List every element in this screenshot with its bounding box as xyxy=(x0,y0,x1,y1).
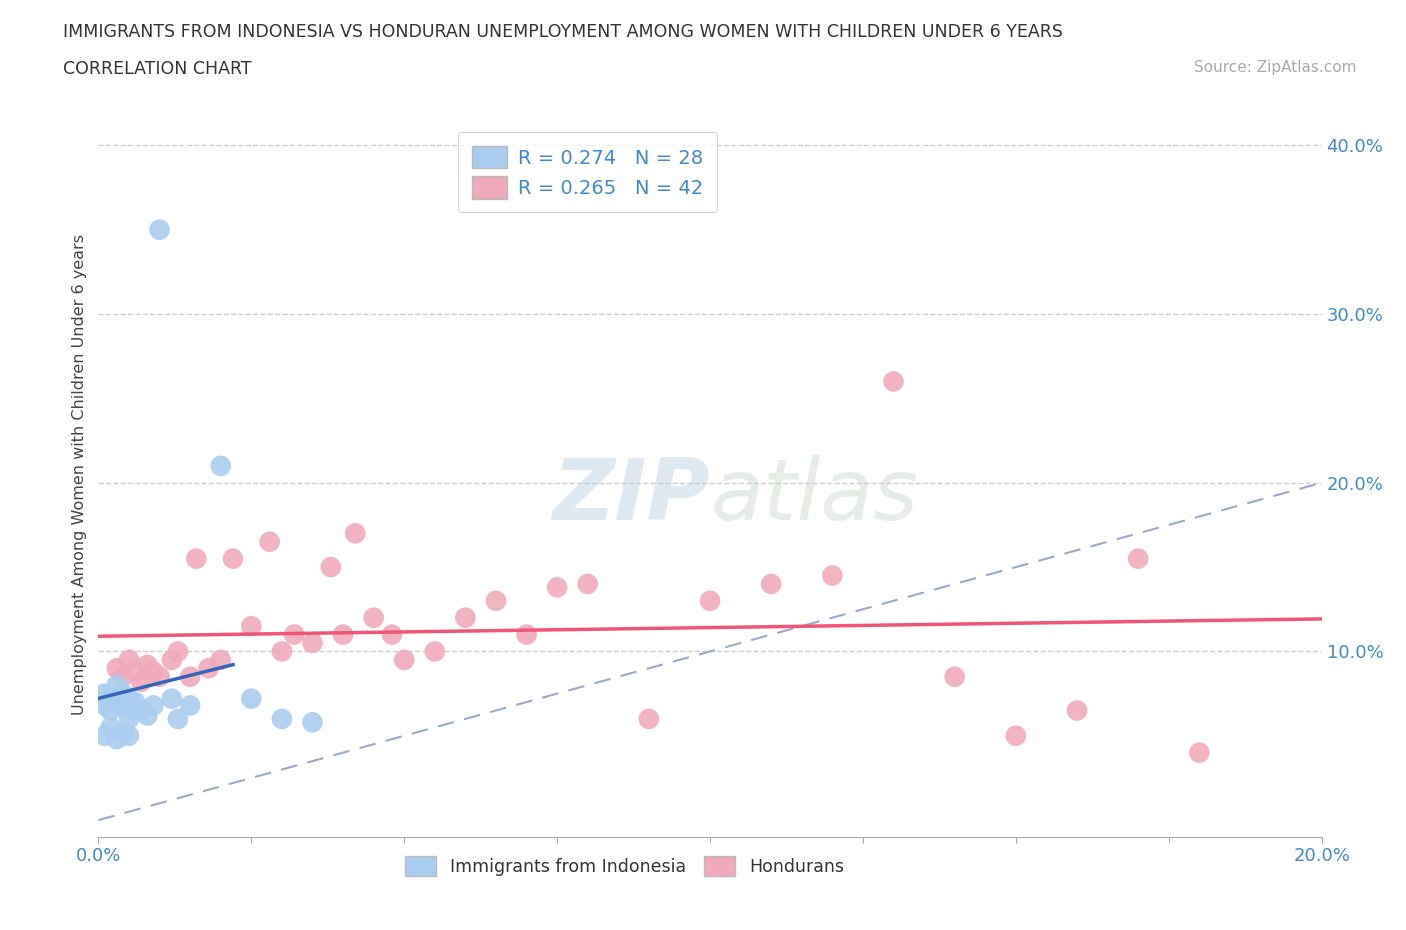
Point xyxy=(392,653,416,668)
Point xyxy=(136,708,159,723)
Point xyxy=(118,728,141,743)
Point xyxy=(1188,745,1211,760)
Point xyxy=(1004,728,1026,743)
Point xyxy=(546,580,568,595)
Point xyxy=(699,593,721,608)
Point xyxy=(516,627,538,642)
Point xyxy=(142,698,165,713)
Text: ZIP: ZIP xyxy=(553,455,710,538)
Point xyxy=(363,610,385,625)
Point xyxy=(111,686,134,701)
Point xyxy=(118,653,141,668)
Point xyxy=(240,691,263,706)
Point xyxy=(209,653,232,668)
Point xyxy=(129,703,152,718)
Point xyxy=(270,644,292,658)
Point xyxy=(100,691,122,706)
Point xyxy=(124,703,146,718)
Point xyxy=(136,658,159,672)
Point xyxy=(160,691,183,706)
Y-axis label: Unemployment Among Women with Children Under 6 years: Unemployment Among Women with Children U… xyxy=(72,233,87,715)
Point xyxy=(381,627,404,642)
Point xyxy=(167,644,190,658)
Point xyxy=(301,715,323,730)
Point xyxy=(111,670,134,684)
Point xyxy=(209,458,232,473)
Point xyxy=(142,664,165,679)
Point xyxy=(1128,551,1150,566)
Point xyxy=(270,711,292,726)
Text: CORRELATION CHART: CORRELATION CHART xyxy=(63,60,252,78)
Point xyxy=(1066,703,1088,718)
Point xyxy=(105,661,128,676)
Point xyxy=(111,725,134,740)
Point xyxy=(283,627,305,642)
Point xyxy=(93,698,115,713)
Point xyxy=(111,698,134,713)
Point xyxy=(124,695,146,710)
Point xyxy=(637,711,661,726)
Point xyxy=(576,577,599,591)
Point xyxy=(105,732,128,747)
Legend: Immigrants from Indonesia, Hondurans: Immigrants from Indonesia, Hondurans xyxy=(398,849,851,883)
Point xyxy=(93,686,115,701)
Point xyxy=(259,535,281,550)
Text: Source: ZipAtlas.com: Source: ZipAtlas.com xyxy=(1194,60,1357,75)
Point xyxy=(454,610,477,625)
Point xyxy=(118,691,141,706)
Point xyxy=(100,720,122,735)
Point xyxy=(423,644,446,658)
Point xyxy=(240,618,263,633)
Point xyxy=(124,664,146,679)
Point xyxy=(344,525,367,540)
Point xyxy=(149,670,172,684)
Point xyxy=(105,695,128,710)
Point xyxy=(179,670,201,684)
Point xyxy=(160,653,183,668)
Text: IMMIGRANTS FROM INDONESIA VS HONDURAN UNEMPLOYMENT AMONG WOMEN WITH CHILDREN UND: IMMIGRANTS FROM INDONESIA VS HONDURAN UN… xyxy=(63,23,1063,41)
Point xyxy=(301,635,323,650)
Point xyxy=(222,551,245,566)
Point xyxy=(93,728,115,743)
Point xyxy=(943,670,966,684)
Point xyxy=(179,698,201,713)
Point xyxy=(118,711,141,726)
Point xyxy=(883,374,905,389)
Text: atlas: atlas xyxy=(710,455,918,538)
Point xyxy=(485,593,508,608)
Point xyxy=(821,568,844,583)
Point xyxy=(129,674,152,689)
Point xyxy=(149,222,172,237)
Point xyxy=(105,678,128,693)
Point xyxy=(319,560,342,575)
Point xyxy=(197,661,219,676)
Point xyxy=(167,711,190,726)
Point xyxy=(332,627,354,642)
Point xyxy=(186,551,208,566)
Point xyxy=(100,703,122,718)
Point xyxy=(759,577,782,591)
